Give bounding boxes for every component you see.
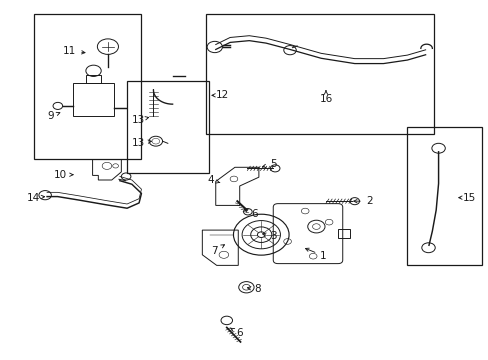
Text: 2: 2 (353, 196, 372, 206)
Bar (73, 83, 114, 116)
Text: 6: 6 (244, 208, 257, 219)
Text: 3: 3 (262, 231, 276, 242)
Bar (34, 14, 141, 159)
Text: 10: 10 (53, 170, 73, 180)
Text: 14: 14 (27, 193, 44, 203)
Text: 6: 6 (230, 328, 243, 338)
Bar (206, 14, 433, 134)
Bar (407, 127, 481, 265)
Text: 1: 1 (305, 248, 326, 261)
Text: 4: 4 (207, 175, 219, 185)
Text: 11: 11 (63, 46, 85, 56)
Bar (86, 75, 101, 83)
Text: 13: 13 (131, 138, 151, 148)
Text: 5: 5 (262, 159, 276, 169)
Bar (127, 81, 208, 173)
Bar (337, 229, 349, 238)
Text: 13: 13 (131, 115, 148, 125)
Text: 12: 12 (211, 90, 229, 100)
Text: 8: 8 (247, 284, 261, 294)
Text: 9: 9 (47, 112, 60, 121)
Text: 7: 7 (211, 245, 224, 256)
Text: 15: 15 (458, 193, 475, 203)
Text: 16: 16 (319, 91, 332, 104)
